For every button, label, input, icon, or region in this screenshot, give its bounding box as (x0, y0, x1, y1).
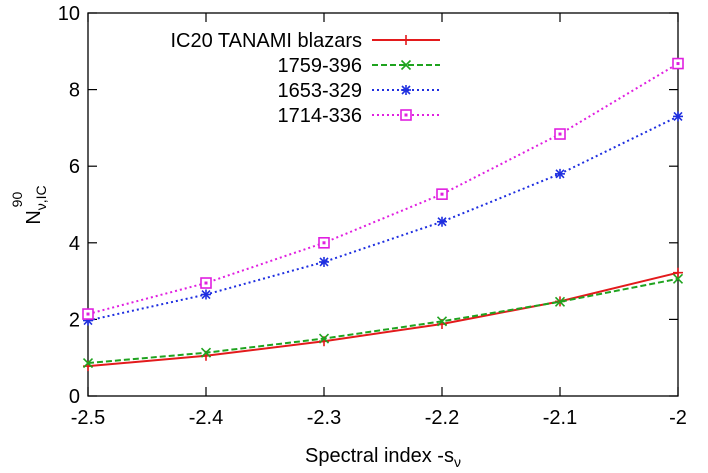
series-line (87, 271, 679, 368)
data-point (555, 168, 565, 179)
data-point (318, 333, 330, 344)
data-point (673, 267, 683, 278)
plot-frame (87, 12, 679, 397)
data-point (554, 296, 566, 307)
x-axis-label-sub: ν (454, 454, 461, 470)
legend: IC20 TANAMI blazars 1759-396 1653-329 1714-… (170, 30, 440, 127)
data-point (437, 216, 447, 227)
data-point (201, 289, 211, 300)
series-line (87, 277, 679, 365)
legend-label: IC20 TANAMI blazars (170, 30, 362, 52)
x-axis-label: Spectral index -sν (305, 445, 461, 470)
legend-label: 1714-336 (277, 105, 362, 127)
x-tick-label: -2.3 (307, 407, 341, 429)
x-tick-label: -2.4 (189, 407, 223, 429)
data-point (672, 57, 684, 70)
data-point (319, 256, 329, 267)
y-axis-label-sup: 90 (9, 192, 25, 208)
data-point (82, 357, 94, 369)
y-tick-label: 0 (69, 386, 80, 408)
legend-entry: 1759-396 (277, 55, 440, 77)
tick-labels: -2.5 -2.4 -2.3 -2.2 -2.1 -2 0 2 4 6 8 10 (58, 3, 687, 429)
data-point (82, 308, 94, 320)
legend-entry: IC20 TANAMI blazars (170, 30, 440, 52)
y-tick-label: 6 (69, 156, 80, 178)
data-point (436, 188, 448, 200)
legend-label: 1653-329 (277, 80, 362, 102)
legend-marker (401, 85, 411, 95)
series-3 (82, 57, 684, 320)
data-point (318, 237, 330, 249)
y-tick-label: 10 (58, 3, 80, 25)
legend-label: 1759-396 (277, 55, 362, 77)
x-tick-label: -2.5 (71, 407, 105, 429)
legend-marker (401, 35, 411, 45)
y-tick-label: 8 (69, 80, 80, 102)
legend-marker (400, 109, 412, 121)
series-1 (82, 273, 684, 369)
legend-marker (400, 59, 412, 71)
x-tick-label: -2.1 (543, 407, 577, 429)
data-point (200, 277, 212, 289)
y-tick-label: 4 (69, 233, 80, 255)
x-tick-label: -2 (669, 407, 687, 429)
y-axis-label-sub: ν,IC (33, 185, 49, 210)
data-point (672, 273, 684, 284)
y-axis-label: Nν,IC90 (9, 185, 49, 224)
data-point (554, 128, 566, 140)
series-2 (83, 111, 683, 326)
axis-ticks (87, 12, 679, 397)
data-point (200, 347, 212, 358)
series-line (87, 62, 679, 316)
data-point (436, 316, 448, 327)
series-group (82, 57, 684, 372)
legend-entry: 1714-336 (277, 105, 440, 127)
y-tick-label: 2 (69, 309, 80, 331)
x-tick-label: -2.2 (425, 407, 459, 429)
legend-entry: 1653-329 (277, 80, 440, 102)
series-line (87, 115, 679, 322)
data-point (673, 111, 683, 122)
